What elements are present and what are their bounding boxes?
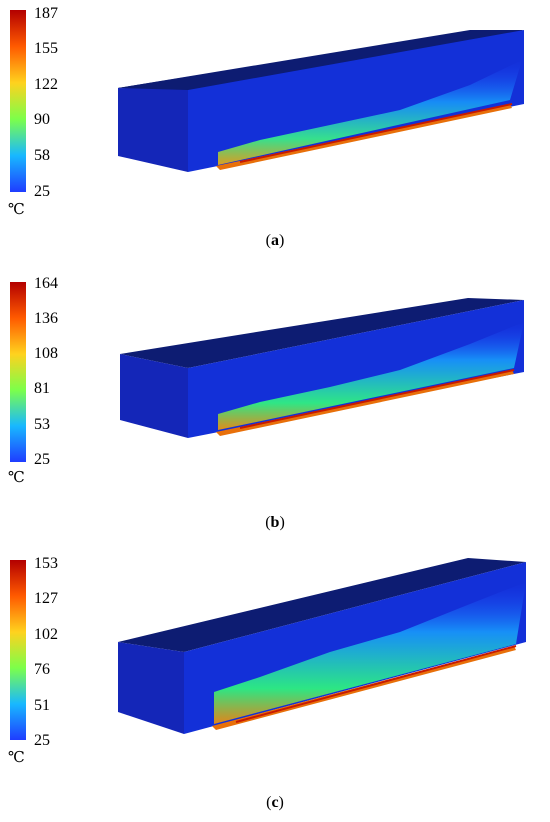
box-top-surface	[120, 298, 524, 368]
heater-strip-edge	[239, 369, 515, 429]
colorbar-tick-c-1: 127	[34, 590, 58, 607]
colorbar-c	[10, 560, 26, 740]
colorbar-tick-c-5: 25	[34, 732, 50, 749]
colorbar-tick-a-3: 90	[34, 111, 50, 128]
colorbar-tick-b-4: 53	[34, 416, 50, 433]
box-end-face	[120, 354, 188, 438]
colorbar-tick-a-1: 155	[34, 40, 58, 57]
colorbar-tick-a-4: 58	[34, 147, 50, 164]
colorbar-tick-b-3: 81	[34, 380, 50, 397]
unit-label-c: ℃	[8, 750, 25, 766]
caption-label-a: a	[271, 232, 279, 249]
colorbar-tick-b-1: 136	[34, 310, 58, 327]
figure-panel-c: 153 127 102 76 51 25 ℃ (c)	[0, 552, 550, 822]
temperature-box-render-b	[120, 298, 524, 438]
colorbar-tick-c-2: 102	[34, 626, 58, 643]
heater-strip-edge	[239, 103, 513, 163]
colorbar-tick-b-2: 108	[34, 345, 58, 362]
box-top-surface	[118, 558, 526, 652]
caption-c: (c)	[266, 794, 284, 811]
colorbar-tick-c-4: 51	[34, 697, 50, 714]
heat-plume	[218, 322, 524, 430]
figure-panel-a: 187 155 122 90 58 25 ℃ (a)	[0, 0, 550, 270]
caption-label-c: c	[271, 794, 279, 811]
box-front-face	[188, 30, 524, 172]
colorbar-b	[10, 282, 26, 462]
unit-label-a: ℃	[8, 202, 25, 218]
colorbar-tick-c-3: 76	[34, 661, 50, 678]
colorbar-tick-b-0: 164	[34, 275, 58, 292]
unit-label-b: ℃	[8, 470, 25, 486]
figure-panel-b: 164 136 108 81 53 25 ℃ (b)	[0, 272, 550, 542]
caption-b: (b)	[265, 514, 285, 531]
heater-strip-edge	[235, 645, 517, 723]
temperature-box-render-a	[118, 30, 524, 172]
box-end-face	[118, 88, 188, 172]
temperature-box-render-c	[118, 558, 526, 734]
box-end-face	[118, 642, 184, 734]
colorbar-tick-c-0: 153	[34, 555, 58, 572]
colorbar-tick-b-5: 25	[34, 451, 50, 468]
colorbar-tick-a-5: 25	[34, 183, 50, 200]
caption-label-b: b	[270, 514, 280, 531]
box-top-surface	[118, 30, 524, 90]
caption-a: (a)	[265, 232, 285, 249]
heat-plume	[214, 582, 526, 724]
colorbar-a	[10, 10, 26, 192]
colorbar-tick-a-2: 122	[34, 76, 58, 93]
heat-plume	[218, 60, 522, 165]
colorbar-tick-a-0: 187	[34, 5, 58, 22]
